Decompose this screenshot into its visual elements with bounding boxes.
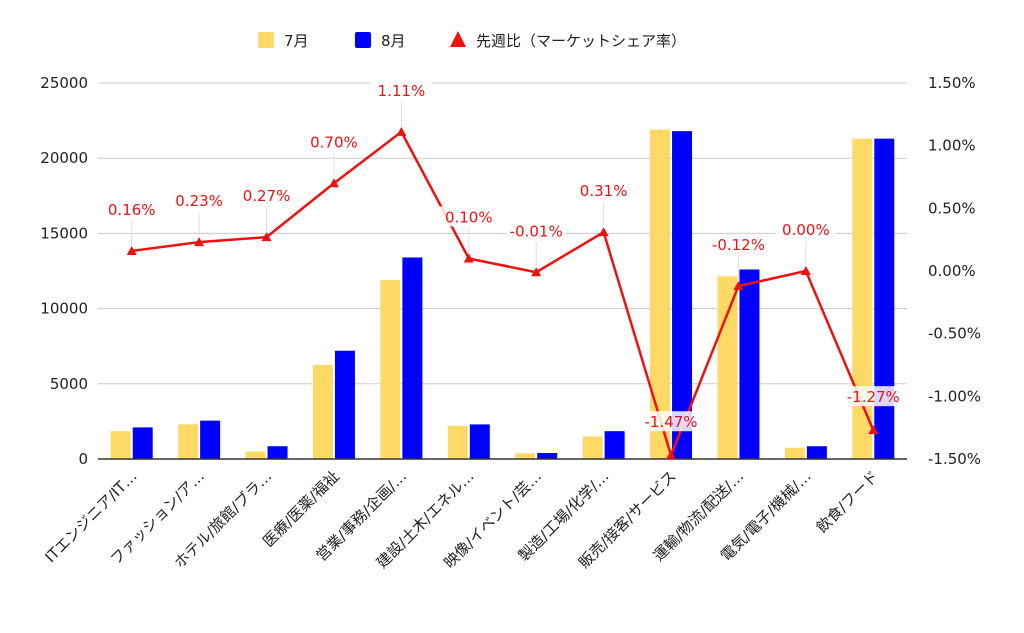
bar-aug [334,350,355,459]
label-background [708,234,769,255]
bar-jul [650,129,671,459]
line-marker [261,232,272,242]
bar-jul [245,451,266,459]
data-label: -1.27% [847,388,900,406]
bar-aug [672,131,693,460]
bar-jul [515,453,536,459]
right-tick-label: -1.50% [928,450,981,468]
right-y-axis: -1.50% -1.00% -0.50% 0.00% 0.50% 1.00% 1.50% [928,74,981,468]
line-marker [598,227,609,237]
left-tick-label: 25000 [40,74,88,92]
share-line [126,126,879,460]
right-tick-label: 0.00% [928,262,976,280]
line-marker [800,266,811,275]
data-label: -0.12% [712,236,765,254]
line-marker [328,178,339,188]
bar-aug [874,138,895,459]
left-y-axis: 0 5000 10000 15000 20000 25000 [40,74,88,468]
data-label: 0.31% [580,182,628,200]
data-label: 0.23% [175,192,223,210]
gridlines [98,82,907,385]
bar-aug [267,446,288,459]
x-axis-labels: ITエンジニア/IT…ファッション/ア…ホテル/旅館/ブラ…医療/医薬/福祉営業… [41,467,882,572]
right-tick-label: 0.50% [928,199,976,217]
bar-aug [537,452,558,459]
legend-label: 先週比（マーケットシェア率） [476,32,686,50]
line-path [131,130,875,457]
data-labels: 0.16% 0.23% 0.27% 0.70% 1.11% 0.10% -0.01% 0.31… [101,79,904,450]
right-tick-label: -0.50% [928,325,981,343]
right-tick-label: 1.50% [928,74,976,92]
right-tick-label: 1.00% [928,137,976,155]
right-tick-label: -1.00% [928,387,981,405]
bar-aug [739,269,760,459]
line-marker [126,245,137,255]
bar-aug [806,446,827,459]
label-background [641,411,702,432]
data-label: 0.10% [445,208,493,226]
bar-aug [604,431,625,459]
line-marker [666,450,677,460]
category-label: 飲食/フード [813,467,882,536]
label-background [438,206,499,227]
label-background [843,386,904,407]
line-marker [531,267,542,277]
bar-aug [469,424,490,459]
line-marker [194,237,205,247]
bars [110,129,895,460]
line-marker [868,425,879,435]
bar-aug [132,427,153,459]
line-marker [396,126,407,136]
line-marker [733,281,744,291]
left-tick-label: 20000 [40,149,88,167]
label-background [236,185,297,206]
bar-jul [582,436,603,459]
left-tick-label: 5000 [50,375,88,393]
data-label: -0.01% [510,222,563,240]
left-tick-label: 10000 [40,300,88,318]
legend-swatch [450,31,466,47]
label-background [101,198,162,219]
label-background [169,190,230,211]
bar-aug [200,420,221,459]
data-label: -1.47% [645,413,698,431]
bar-jul [312,365,333,459]
bar-jul [717,276,738,459]
label-background [573,180,634,201]
bar-jul [447,425,468,459]
legend: 7月 8月 先週比（マーケットシェア率） [258,31,686,50]
legend-label: 7月 [284,32,309,50]
left-tick-label: 15000 [40,224,88,242]
label-background [371,79,432,100]
legend-label: 8月 [381,32,406,50]
bar-jul [784,447,805,459]
data-label: 0.27% [243,187,291,205]
legend-swatch [258,32,274,48]
data-label: 0.00% [782,221,830,239]
data-label: 0.16% [108,201,156,219]
bar-jul [852,138,873,459]
data-label: 0.70% [310,133,358,151]
left-tick-label: 0 [78,450,88,468]
legend-swatch [355,32,371,48]
bar-aug [402,257,423,459]
bar-jul [380,280,401,459]
label-background [775,219,836,239]
line-marker [463,253,474,263]
label-background [303,131,364,152]
data-label: 1.11% [378,82,426,100]
bar-jul [178,424,199,459]
bar-jul [110,431,131,459]
label-background [506,220,567,241]
